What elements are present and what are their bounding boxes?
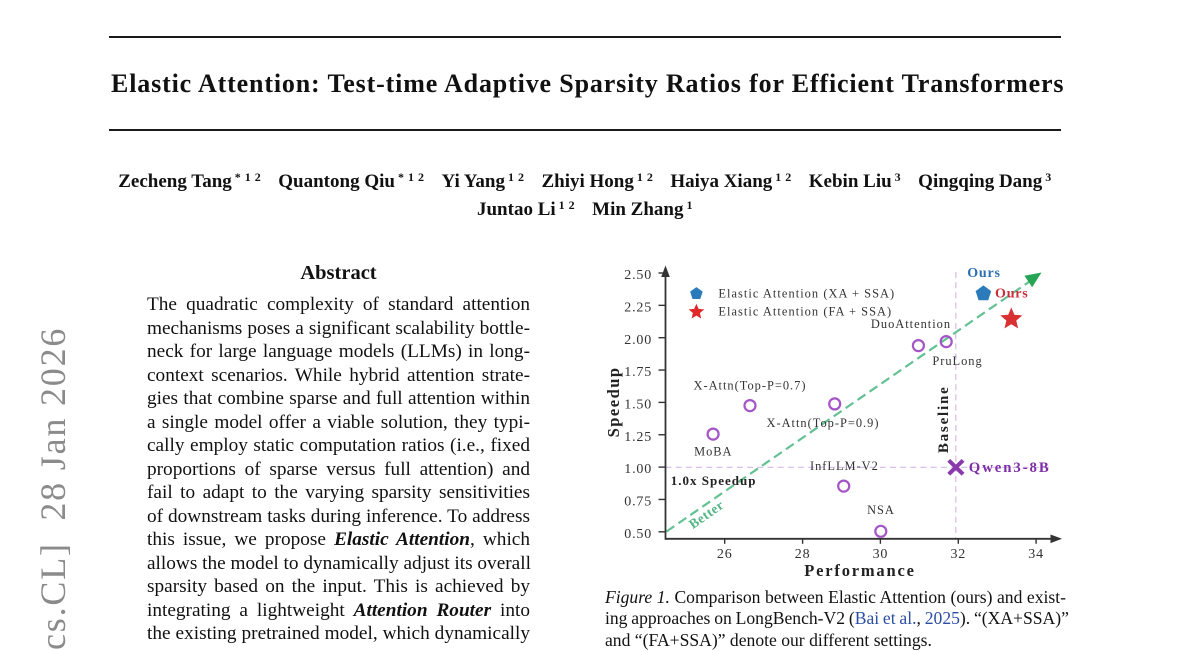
svg-text:Baseline: Baseline	[936, 385, 952, 453]
svg-text:X-Attn(Top-P=0.9): X-Attn(Top-P=0.9)	[767, 416, 880, 430]
svg-text:0.50: 0.50	[624, 527, 652, 542]
svg-text:2.00: 2.00	[624, 333, 652, 348]
svg-text:Elastic Attention (XA + SSA): Elastic Attention (XA + SSA)	[718, 287, 895, 301]
svg-text:Ours: Ours	[967, 266, 1001, 281]
svg-text:Speedup: Speedup	[604, 366, 623, 437]
svg-text:2.50: 2.50	[624, 268, 652, 283]
svg-text:MoBA: MoBA	[694, 444, 732, 458]
svg-text:Better: Better	[686, 497, 727, 532]
svg-text:Elastic Attention (FA + SSA): Elastic Attention (FA + SSA)	[718, 305, 892, 319]
svg-text:28: 28	[795, 547, 811, 562]
svg-text:34: 34	[1028, 547, 1044, 562]
svg-text:1.75: 1.75	[624, 365, 652, 380]
svg-text:PruLong: PruLong	[932, 354, 982, 368]
svg-text:0.75: 0.75	[624, 495, 652, 510]
svg-text:2.25: 2.25	[624, 301, 652, 316]
svg-text:X-Attn(Top-P=0.7): X-Attn(Top-P=0.7)	[694, 379, 807, 393]
svg-text:1.00: 1.00	[624, 462, 652, 477]
svg-text:1.25: 1.25	[624, 430, 652, 445]
svg-text:1.0x Speedup: 1.0x Speedup	[671, 473, 757, 488]
svg-text:26: 26	[717, 547, 733, 562]
svg-text:DuoAttention: DuoAttention	[871, 317, 951, 331]
svg-text:1.50: 1.50	[624, 398, 652, 413]
svg-text:Ours: Ours	[995, 286, 1029, 301]
svg-text:NSA: NSA	[867, 503, 895, 517]
svg-text:InfLLM-V2: InfLLM-V2	[810, 459, 879, 473]
svg-text:Qwen3-8B: Qwen3-8B	[969, 460, 1051, 476]
svg-text:32: 32	[950, 547, 966, 562]
svg-text:30: 30	[873, 547, 889, 562]
svg-text:Performance: Performance	[804, 561, 915, 580]
